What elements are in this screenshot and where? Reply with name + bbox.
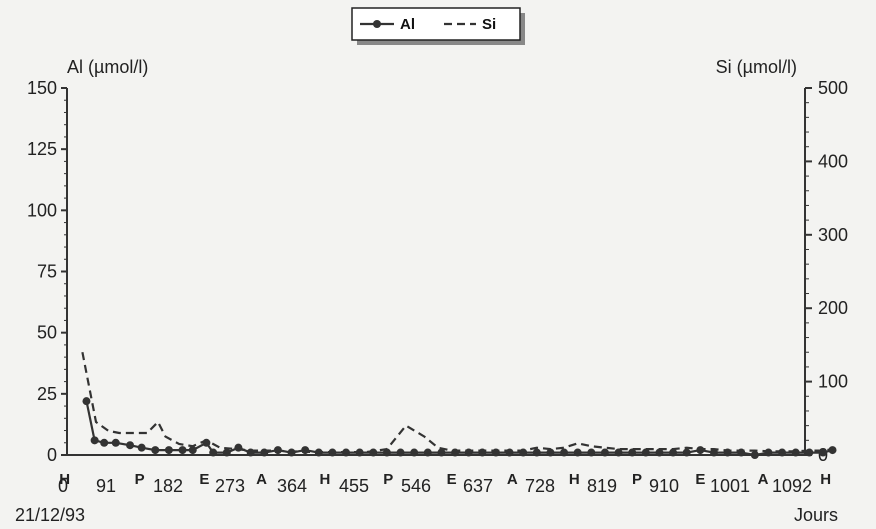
x-tick-label: 1001	[710, 476, 750, 496]
data-point-al	[574, 449, 582, 457]
season-label: E	[695, 471, 705, 488]
x-tick-label: 91	[96, 476, 116, 496]
right-tick-label: 200	[818, 298, 848, 318]
data-point-al	[397, 449, 405, 457]
season-label: H	[59, 471, 70, 488]
x-tick-label: 182	[153, 476, 183, 496]
data-point-al	[223, 449, 231, 457]
season-label: P	[383, 471, 393, 488]
legend-al-label: Al	[400, 16, 415, 33]
season-label: H	[820, 471, 831, 488]
data-point-al	[209, 449, 217, 457]
data-point-al	[165, 446, 173, 454]
right-tick-label: 100	[818, 372, 848, 392]
data-point-al	[126, 441, 134, 449]
data-point-al	[683, 449, 691, 457]
data-point-al	[151, 446, 159, 454]
left-tick-label: 150	[27, 78, 57, 98]
x-tick-label: 364	[277, 476, 307, 496]
left-tick-label: 100	[27, 200, 57, 220]
series-line-al	[87, 401, 833, 455]
left-tick-label: 25	[37, 384, 57, 404]
x-tick-label: 637	[463, 476, 493, 496]
right-tick-label: 400	[818, 151, 848, 171]
left-axis-title: Al (µmol/l)	[67, 57, 148, 77]
x-tick-label: 728	[525, 476, 555, 496]
season-label: A	[758, 471, 769, 488]
data-point-al	[301, 446, 309, 454]
legend-si-label: Si	[482, 16, 496, 33]
data-point-al	[764, 449, 772, 457]
x-axis-title: Jours	[794, 505, 838, 525]
data-point-al	[560, 449, 568, 457]
data-point-al	[778, 449, 786, 457]
season-label: A	[507, 471, 518, 488]
data-point-al	[138, 444, 146, 452]
season-label: H	[320, 471, 331, 488]
data-point-al	[100, 439, 108, 447]
x-start-date: 21/12/93	[15, 505, 85, 525]
left-tick-label: 125	[27, 139, 57, 159]
x-tick-label: 1092	[772, 476, 812, 496]
data-point-al	[288, 449, 296, 457]
legend-al-marker	[373, 20, 381, 28]
season-label: P	[632, 471, 642, 488]
left-tick-label: 0	[47, 445, 57, 465]
right-tick-label: 500	[818, 78, 848, 98]
data-point-al	[601, 449, 609, 457]
data-point-al	[410, 449, 418, 457]
x-tick-label: 546	[401, 476, 431, 496]
data-point-al	[112, 439, 120, 447]
x-tick-label: 819	[587, 476, 617, 496]
x-tick-label: 273	[215, 476, 245, 496]
data-point-al	[424, 449, 432, 457]
data-point-al	[82, 397, 90, 405]
data-point-al	[751, 451, 759, 459]
series-line-si	[82, 352, 832, 452]
left-tick-label: 50	[37, 323, 57, 343]
right-tick-label: 300	[818, 225, 848, 245]
x-tick-label: 455	[339, 476, 369, 496]
data-point-al	[91, 436, 99, 444]
season-label: E	[447, 471, 457, 488]
data-point-al	[179, 446, 187, 454]
season-label: E	[199, 471, 209, 488]
season-label: P	[135, 471, 145, 488]
data-point-al	[587, 449, 595, 457]
data-point-al	[533, 449, 541, 457]
left-tick-label: 75	[37, 262, 57, 282]
data-point-al	[792, 449, 800, 457]
season-label: H	[569, 471, 580, 488]
right-axis-title: Si (µmol/l)	[716, 57, 797, 77]
x-tick-label: 910	[649, 476, 679, 496]
season-label: A	[256, 471, 267, 488]
